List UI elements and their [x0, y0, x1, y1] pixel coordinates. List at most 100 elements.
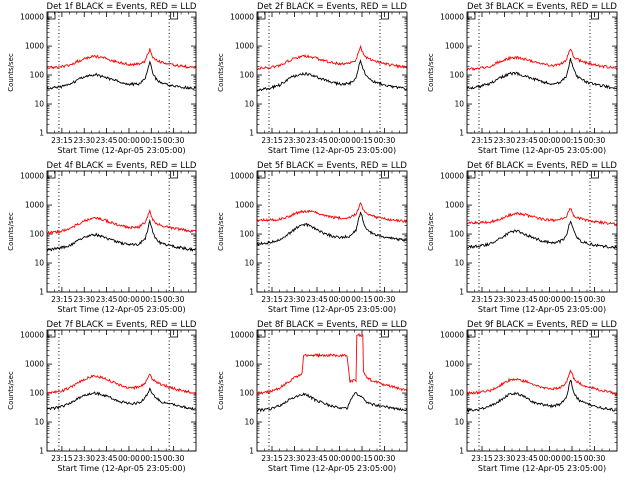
- y-tick-label: 100: [240, 230, 255, 239]
- top-marker: [467, 329, 476, 338]
- y-tick-label: 1: [249, 129, 254, 138]
- y-tick-label: 1000: [445, 42, 464, 51]
- top-marker: [47, 170, 56, 179]
- panel-det-7f: Det 7f BLACK = Events, RED = LLD 1 10 100 10…: [7, 320, 197, 473]
- series-lld-line: [466, 369, 618, 397]
- plot-frame: [256, 11, 408, 134]
- x-tick-label: 23:30: [284, 454, 306, 463]
- top-marker: [47, 329, 56, 338]
- y-tick-label: 10: [244, 259, 254, 268]
- y-axis-label: Counts/sec: [7, 53, 15, 92]
- x-tick-label: 23:30: [494, 454, 516, 463]
- x-tick-label: 00:00: [539, 295, 561, 304]
- x-tick-label: 00:30: [163, 454, 185, 463]
- plot-frame: [466, 11, 618, 134]
- x-tick-label: 00:15: [561, 454, 583, 463]
- x-tick-label: 23:30: [73, 136, 95, 145]
- y-tick-label: 1000: [235, 360, 254, 369]
- x-tick-label: 00:30: [584, 136, 606, 145]
- y-tick-label: 100: [450, 389, 465, 398]
- y-tick-label: 10: [244, 418, 254, 427]
- x-tick-label: 00:00: [118, 295, 140, 304]
- x-tick-label: 23:45: [96, 454, 118, 463]
- top-marker: [381, 329, 389, 338]
- series-events-line: [466, 220, 618, 250]
- panel-title: Det 8f BLACK = Events, RED = LLD: [257, 320, 407, 330]
- x-tick-label: 00:30: [374, 295, 396, 304]
- y-tick-label: 10: [244, 100, 254, 109]
- y-tick-label: 1: [249, 288, 254, 297]
- plot-frame: [46, 170, 197, 293]
- x-tick-label: 23:15: [51, 295, 73, 304]
- x-tick-label: 23:30: [73, 454, 95, 463]
- x-tick-label: 23:45: [306, 295, 328, 304]
- plot-frame: [46, 11, 197, 134]
- top-marker: [257, 11, 266, 20]
- x-tick-label: 23:45: [516, 295, 538, 304]
- x-tick-label: 00:15: [351, 454, 373, 463]
- y-tick-label: 10000: [440, 331, 464, 340]
- series-events-line: [466, 379, 618, 414]
- x-tick-label: 00:15: [561, 136, 583, 145]
- panel-title: Det 5f BLACK = Events, RED = LLD: [257, 161, 407, 171]
- y-tick-label: 1: [249, 447, 254, 456]
- y-axis-label: Counts/sec: [217, 53, 225, 92]
- x-tick-label: 00:00: [329, 295, 351, 304]
- x-tick-label: 00:15: [351, 136, 373, 145]
- y-tick-label: 10000: [230, 331, 254, 340]
- y-tick-label: 1000: [235, 201, 254, 210]
- panel-det-2f: Det 2f BLACK = Events, RED = LLD 1 10 100 10…: [217, 2, 408, 155]
- y-tick-label: 10: [34, 418, 44, 427]
- y-tick-label: 10000: [20, 172, 44, 181]
- y-tick-label: 10: [454, 100, 464, 109]
- series-lld-line: [256, 332, 408, 395]
- y-axis-label: Counts/sec: [217, 371, 225, 410]
- x-tick-label: 00:00: [539, 136, 561, 145]
- x-tick-label: 23:30: [494, 136, 516, 145]
- x-axis-label: Start Time (12-Apr-05 23:05:00): [57, 146, 185, 155]
- x-tick-label: 00:30: [584, 295, 606, 304]
- x-axis-label: Start Time (12-Apr-05 23:05:00): [57, 464, 185, 473]
- plot-frame: [466, 329, 618, 452]
- series-lld-line: [466, 207, 618, 226]
- x-tick-label: 00:30: [374, 454, 396, 463]
- y-axis-label: Counts/sec: [427, 212, 435, 251]
- x-tick-label: 00:30: [163, 295, 185, 304]
- y-tick-label: 100: [450, 230, 465, 239]
- x-tick-label: 00:00: [329, 454, 351, 463]
- x-tick-label: 23:15: [261, 454, 283, 463]
- x-tick-label: 23:15: [471, 136, 493, 145]
- x-tick-label: 23:30: [284, 295, 306, 304]
- plot-frame: [46, 329, 197, 452]
- series-events-line: [256, 392, 408, 413]
- y-tick-label: 1: [39, 447, 44, 456]
- x-axis-label: Start Time (12-Apr-05 23:05:00): [478, 464, 606, 473]
- x-tick-label: 23:15: [261, 136, 283, 145]
- y-tick-label: 1: [39, 129, 44, 138]
- y-tick-label: 1000: [235, 42, 254, 51]
- x-tick-label: 23:45: [516, 454, 538, 463]
- series-events-line: [256, 59, 407, 92]
- x-axis-label: Start Time (12-Apr-05 23:05:00): [268, 305, 396, 314]
- y-tick-label: 100: [30, 389, 45, 398]
- top-marker: [170, 11, 179, 20]
- top-marker: [381, 11, 389, 20]
- y-tick-label: 10: [454, 259, 464, 268]
- y-axis-label: Counts/sec: [427, 53, 435, 92]
- top-marker: [257, 329, 266, 338]
- plot-frame: [256, 170, 408, 293]
- x-tick-label: 23:15: [51, 136, 73, 145]
- top-marker: [257, 170, 266, 179]
- series-events-line: [46, 218, 197, 253]
- top-marker: [467, 170, 476, 179]
- panel-title: Det 3f BLACK = Events, RED = LLD: [467, 2, 617, 12]
- x-tick-label: 23:15: [471, 454, 493, 463]
- x-tick-label: 00:30: [374, 136, 396, 145]
- y-tick-label: 10000: [230, 13, 254, 22]
- x-tick-label: 23:45: [96, 295, 118, 304]
- top-marker: [47, 11, 56, 20]
- series-events-line: [46, 60, 197, 90]
- panel-title: Det 1f BLACK = Events, RED = LLD: [47, 2, 197, 12]
- x-tick-label: 00:30: [584, 454, 606, 463]
- top-marker: [467, 11, 476, 20]
